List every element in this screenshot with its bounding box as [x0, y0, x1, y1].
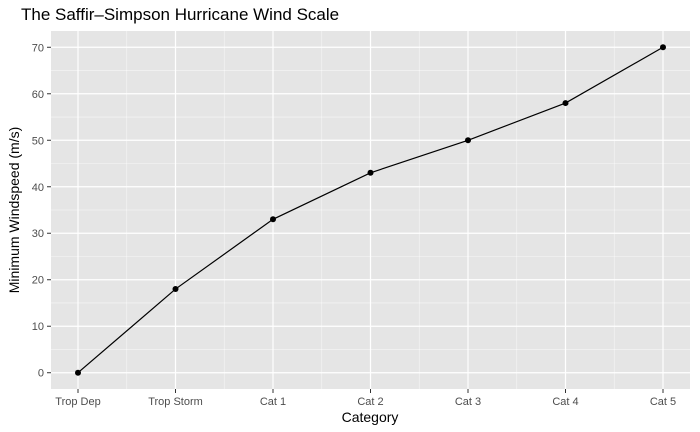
- y-tick-label: 70: [32, 42, 44, 54]
- y-tick-label: 40: [32, 182, 44, 194]
- data-point: [562, 100, 569, 107]
- x-axis: Trop Dep Trop Storm Cat 1 Cat 2 Cat 3 Cat 4 Ca…: [55, 389, 676, 408]
- y-tick-label: 30: [32, 228, 44, 240]
- x-tick-label: Cat 2: [357, 396, 383, 408]
- y-tick-label: 50: [32, 135, 44, 147]
- data-point: [367, 169, 374, 176]
- y-tick-label: 60: [32, 89, 44, 101]
- data-point: [270, 216, 276, 223]
- chart-title: The Saffir–Simpson Hurricane Wind Scale: [21, 5, 339, 24]
- data-point: [75, 369, 81, 376]
- x-tick-label: Cat 3: [455, 396, 481, 408]
- grid-major: [51, 31, 690, 389]
- y-axis: 0 10 20 30 40 50 60 70: [32, 42, 51, 380]
- x-tick-label: Cat 5: [650, 396, 676, 408]
- x-tick-label: Cat 4: [552, 396, 578, 408]
- data-point: [465, 137, 471, 144]
- x-tick-label: Trop Dep: [55, 396, 100, 408]
- x-axis-title: Category: [342, 409, 399, 425]
- y-tick-label: 10: [32, 321, 44, 333]
- data-point: [660, 44, 666, 51]
- y-tick-label: 20: [32, 275, 44, 287]
- y-axis-title: Minimum Windspeed (m/s): [6, 127, 22, 293]
- x-tick-label: Cat 1: [260, 396, 286, 408]
- x-tick-label: Trop Storm: [148, 396, 203, 408]
- data-points: [75, 44, 666, 376]
- y-tick-label: 0: [38, 368, 44, 380]
- data-point: [172, 286, 179, 293]
